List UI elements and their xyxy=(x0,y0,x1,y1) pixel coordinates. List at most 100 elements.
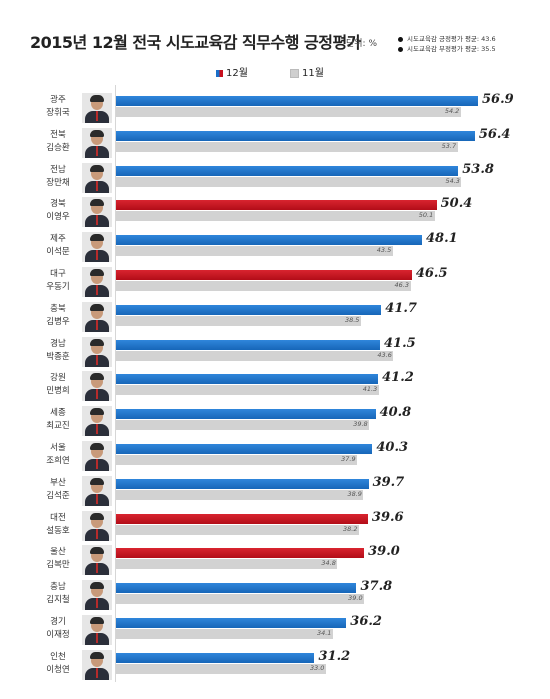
data-label-dec: 56.4 xyxy=(478,126,511,142)
portrait-photo xyxy=(82,127,112,158)
bullet-icon xyxy=(398,46,403,52)
bar-nov xyxy=(116,594,365,605)
row-label: 울산 김복만 xyxy=(36,546,80,572)
region-label: 광주 xyxy=(50,95,66,105)
bar-dec xyxy=(116,548,365,559)
bar-nov xyxy=(116,629,333,639)
row-label: 서울 조희연 xyxy=(36,442,80,468)
data-label-dec: 41.2 xyxy=(382,370,414,386)
portrait-photo xyxy=(82,232,112,263)
data-label-nov: 34.8 xyxy=(321,559,336,568)
portrait-tie xyxy=(96,424,98,435)
portrait-photo xyxy=(82,441,112,471)
data-label-nov: 37.9 xyxy=(341,455,356,463)
row-label: 충남 김지철 xyxy=(36,581,80,607)
person-name: 우동기 xyxy=(46,282,70,292)
data-label-dec: 46.5 xyxy=(415,266,448,281)
portrait-hair xyxy=(90,164,104,172)
portrait-hair xyxy=(90,303,104,311)
bar-nov xyxy=(116,246,393,257)
data-label-nov: 38.9 xyxy=(347,489,362,498)
bar-nov xyxy=(116,211,435,222)
bullet-icon xyxy=(398,36,403,42)
portrait-tie xyxy=(96,111,98,121)
portrait-tie xyxy=(96,354,98,365)
portrait-tie xyxy=(96,285,98,295)
person-name: 이석문 xyxy=(46,247,70,258)
region-label: 강원 xyxy=(50,373,66,384)
bar-nov xyxy=(116,559,338,570)
bar-dec xyxy=(116,374,379,385)
person-name: 이영우 xyxy=(46,212,70,223)
negative-average-note: 시도교육감 부정평가 평균: 35.5 xyxy=(398,44,496,54)
bar-nov xyxy=(116,176,462,187)
portrait-photo xyxy=(82,649,112,680)
portrait-tie xyxy=(96,598,98,609)
portrait-hair xyxy=(90,582,104,590)
region-label: 세종 xyxy=(50,408,66,419)
data-label-nov: 53.7 xyxy=(441,141,457,150)
bar-nov xyxy=(116,663,326,674)
person-name: 김병우 xyxy=(46,316,70,327)
region-label: 제주 xyxy=(50,234,66,245)
portrait-hair xyxy=(90,477,104,485)
person-name: 민병희 xyxy=(46,386,70,397)
bar-dec xyxy=(116,513,368,524)
person-name: 설동호 xyxy=(46,525,70,536)
portrait-hair xyxy=(90,129,104,137)
region-label: 전북 xyxy=(50,129,66,140)
person-name: 박종훈 xyxy=(46,351,70,362)
bar-nov xyxy=(116,281,411,291)
data-label-nov: 34.1 xyxy=(316,629,332,637)
portrait-tie xyxy=(96,633,98,643)
person-name: 김복만 xyxy=(46,560,70,571)
data-label-dec: 40.3 xyxy=(376,440,409,455)
unit-label: 단위: % xyxy=(346,39,378,49)
data-label-dec: 50.4 xyxy=(440,196,473,212)
data-label-nov: 38.5 xyxy=(344,315,360,324)
person-name: 최교진 xyxy=(46,421,70,432)
bar-dec xyxy=(116,235,422,246)
portrait-photo xyxy=(82,475,112,506)
bar-dec xyxy=(116,165,459,176)
bar-dec xyxy=(116,478,369,489)
row-label: 대전 설동호 xyxy=(36,512,80,538)
bar-dec xyxy=(116,618,347,628)
portrait-tie xyxy=(96,319,98,330)
portrait-hair xyxy=(90,512,104,520)
chart-title: 2015년 12월 전국 시도교육감 직무수행 긍정평가 xyxy=(30,33,361,52)
data-label-nov: 41.3 xyxy=(362,385,378,394)
portrait-photo xyxy=(82,510,112,541)
bar-dec xyxy=(116,304,382,315)
bar-nov xyxy=(116,350,394,361)
region-label: 서울 xyxy=(50,443,66,453)
data-label-dec: 39.0 xyxy=(368,544,400,560)
portrait-hair xyxy=(90,234,104,242)
data-label-nov: 39.0 xyxy=(348,594,363,603)
portrait-photo xyxy=(82,162,112,193)
row-label: 경남 박종훈 xyxy=(36,338,80,364)
positive-average-text: 시도교육감 긍정평가 평균: 43.6 xyxy=(407,35,496,43)
portrait-photo xyxy=(82,336,112,367)
row-label: 전북 김승환 xyxy=(36,129,80,155)
bar-nov xyxy=(116,420,370,431)
portrait-photo xyxy=(82,267,112,297)
data-label-nov: 54.3 xyxy=(445,176,460,185)
portrait-photo xyxy=(82,545,112,576)
person-name: 장만채 xyxy=(46,177,70,188)
bar-nov xyxy=(116,524,360,535)
region-label: 대구 xyxy=(50,269,66,279)
data-label-nov: 54.2 xyxy=(444,107,460,115)
portrait-hair xyxy=(90,95,104,102)
portrait-photo xyxy=(82,197,112,228)
region-label: 경기 xyxy=(50,617,66,627)
positive-average-note: 시도교육감 긍정평가 평균: 43.6 xyxy=(398,34,496,44)
axis-line xyxy=(115,85,116,682)
portrait-photo xyxy=(82,615,112,645)
portrait-hair xyxy=(90,199,104,207)
portrait-photo xyxy=(82,580,112,611)
portrait-hair xyxy=(90,269,104,276)
